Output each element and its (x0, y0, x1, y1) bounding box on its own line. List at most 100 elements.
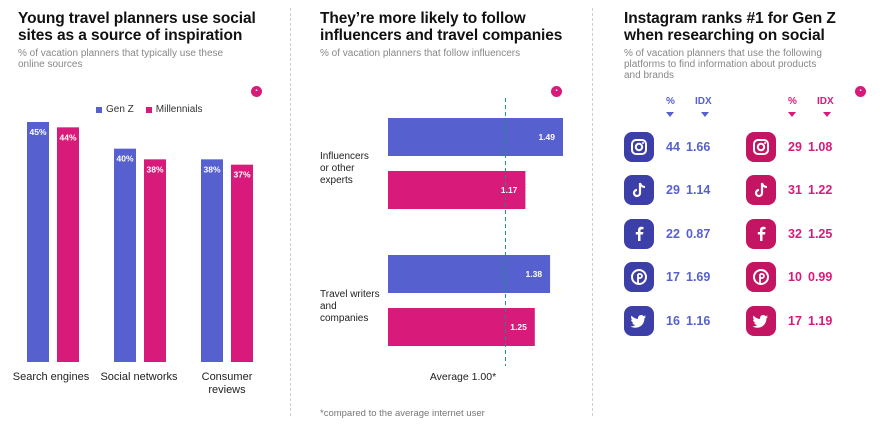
column-header-pct-gen-z: % (666, 96, 675, 107)
idx-value: 1.69 (686, 270, 711, 284)
panel-divider (592, 8, 593, 416)
instagram-icon (624, 132, 654, 162)
down-arrow-icon (823, 112, 831, 117)
panel-divider (290, 8, 291, 416)
idx-value: 1.14 (686, 183, 711, 197)
category-label-line: Consumer (201, 371, 253, 383)
category-label-search-engines: Search engines (6, 371, 96, 384)
data-label: 1.49 (538, 132, 555, 142)
grouped-bar-chart: 45% 40% 38% 44% 38% 37% (27, 122, 253, 362)
pct-value: 17 (788, 314, 802, 328)
category-label-travel-writers: Travel writers and companies (320, 289, 380, 325)
down-arrow-icon (788, 112, 796, 117)
column-header-pct-millennials: % (788, 96, 797, 107)
down-arrow-icon (666, 112, 674, 117)
legend-label-millennials: Millennials (155, 104, 203, 115)
idx-value: 1.25 (808, 227, 833, 241)
instagram-icon (746, 132, 776, 162)
subtitle-line-2: online sources (18, 59, 83, 70)
chart-subtitle: % of vacation planners that typically us… (18, 48, 223, 70)
logo-icon: ▪ (855, 86, 866, 97)
pct-value: 16 (666, 314, 680, 328)
pinterest-icon (746, 262, 776, 292)
tiktok-icon (624, 175, 654, 205)
bar (388, 255, 551, 293)
idx-value: 1.66 (686, 140, 711, 154)
subtitle-line-2: platforms to find information about prod… (624, 59, 817, 70)
subtitle-line-1: % of vacation planners that typically us… (18, 48, 224, 59)
pct-value: 22 (666, 227, 680, 241)
pct-value: 44 (666, 140, 680, 154)
chart-subtitle: % of vacation planners that follow influ… (320, 48, 521, 59)
down-arrow-icon (701, 112, 709, 117)
data-label: 44% (59, 132, 76, 142)
panel-social-inspiration: Young travel planners use social sites a… (0, 0, 290, 424)
twitter-icon (624, 306, 654, 336)
data-label: 38% (203, 164, 220, 174)
data-label: 45% (29, 127, 46, 137)
column-header-idx-gen-z: IDX (695, 96, 712, 107)
panel-platforms: Instagram ranks #1 for Gen Z when resear… (593, 0, 886, 424)
data-label: 37% (233, 170, 250, 180)
bar (114, 148, 136, 362)
facebook-icon (624, 219, 654, 249)
chart-title: Instagram ranks #1 for Gen Z when resear… (624, 10, 836, 44)
bar (231, 164, 253, 362)
idx-value: 1.22 (808, 183, 833, 197)
pct-value: 17 (666, 270, 680, 284)
bar (27, 122, 49, 362)
pct-value: 10 (788, 270, 802, 284)
bar (388, 308, 535, 346)
idx-value: 0.99 (808, 270, 833, 284)
title-line-1: They’re more likely to follow (320, 10, 526, 27)
idx-value: 1.08 (808, 140, 833, 154)
data-label: 1.17 (501, 185, 518, 195)
pct-value: 29 (788, 140, 802, 154)
title-line-2: influencers and travel companies (320, 27, 563, 44)
legend: Gen Z Millennials (96, 104, 202, 115)
data-label: 40% (116, 154, 133, 164)
logo-icon: ▪ (251, 86, 262, 97)
legend-swatch-millennials (145, 106, 152, 113)
twitter-icon (746, 306, 776, 336)
title-line-1: Young travel planners use social (18, 10, 256, 27)
pct-value: 32 (788, 227, 802, 241)
legend-label-gen-z: Gen Z (106, 104, 134, 115)
category-label-line: or other (320, 163, 355, 174)
category-label-influencers: Influencers or other experts (320, 151, 369, 187)
category-label-consumer-reviews: Consumer reviews (182, 371, 272, 397)
idx-value: 1.19 (808, 314, 833, 328)
data-label: 1.38 (526, 269, 543, 279)
chart-subtitle: % of vacation planners that use the foll… (624, 48, 822, 81)
category-label-line: Social networks (100, 371, 178, 383)
category-label-line: Search engines (12, 371, 90, 383)
facebook-icon (746, 219, 776, 249)
data-label: 38% (146, 164, 163, 174)
category-label-line: companies (320, 313, 369, 324)
title-line-2: when researching on social (624, 27, 825, 44)
tiktok-icon (746, 175, 776, 205)
pct-value: 31 (788, 183, 802, 197)
horizontal-bar-chart: 1.49 1.38 1.17 1.25 (388, 98, 563, 366)
category-label-line: Travel writers (320, 289, 380, 300)
pct-value: 29 (666, 183, 680, 197)
reference-line-label: Average 1.00* (429, 371, 497, 383)
data-label: 1.25 (510, 322, 527, 332)
footnote: *compared to the average internet user (320, 408, 485, 419)
category-label-line: Influencers (320, 151, 369, 162)
bar (57, 127, 79, 362)
idx-value: 0.87 (686, 227, 711, 241)
category-label-social-networks: Social networks (94, 371, 184, 384)
pinterest-icon (624, 262, 654, 292)
legend-swatch-gen-z (96, 106, 102, 113)
title-line-2: sites as a source of inspiration (18, 27, 243, 44)
bar (388, 171, 526, 209)
bar (388, 118, 563, 156)
title-line-1: Instagram ranks #1 for Gen Z (624, 10, 836, 27)
chart-title: Young travel planners use social sites a… (18, 10, 256, 44)
bar (144, 159, 166, 362)
subtitle-line-1: % of vacation planners that use the foll… (624, 48, 822, 59)
chart-title: They’re more likely to follow influencer… (320, 10, 562, 44)
logo-icon: ▪ (551, 86, 562, 97)
category-label-line: reviews (208, 384, 246, 396)
